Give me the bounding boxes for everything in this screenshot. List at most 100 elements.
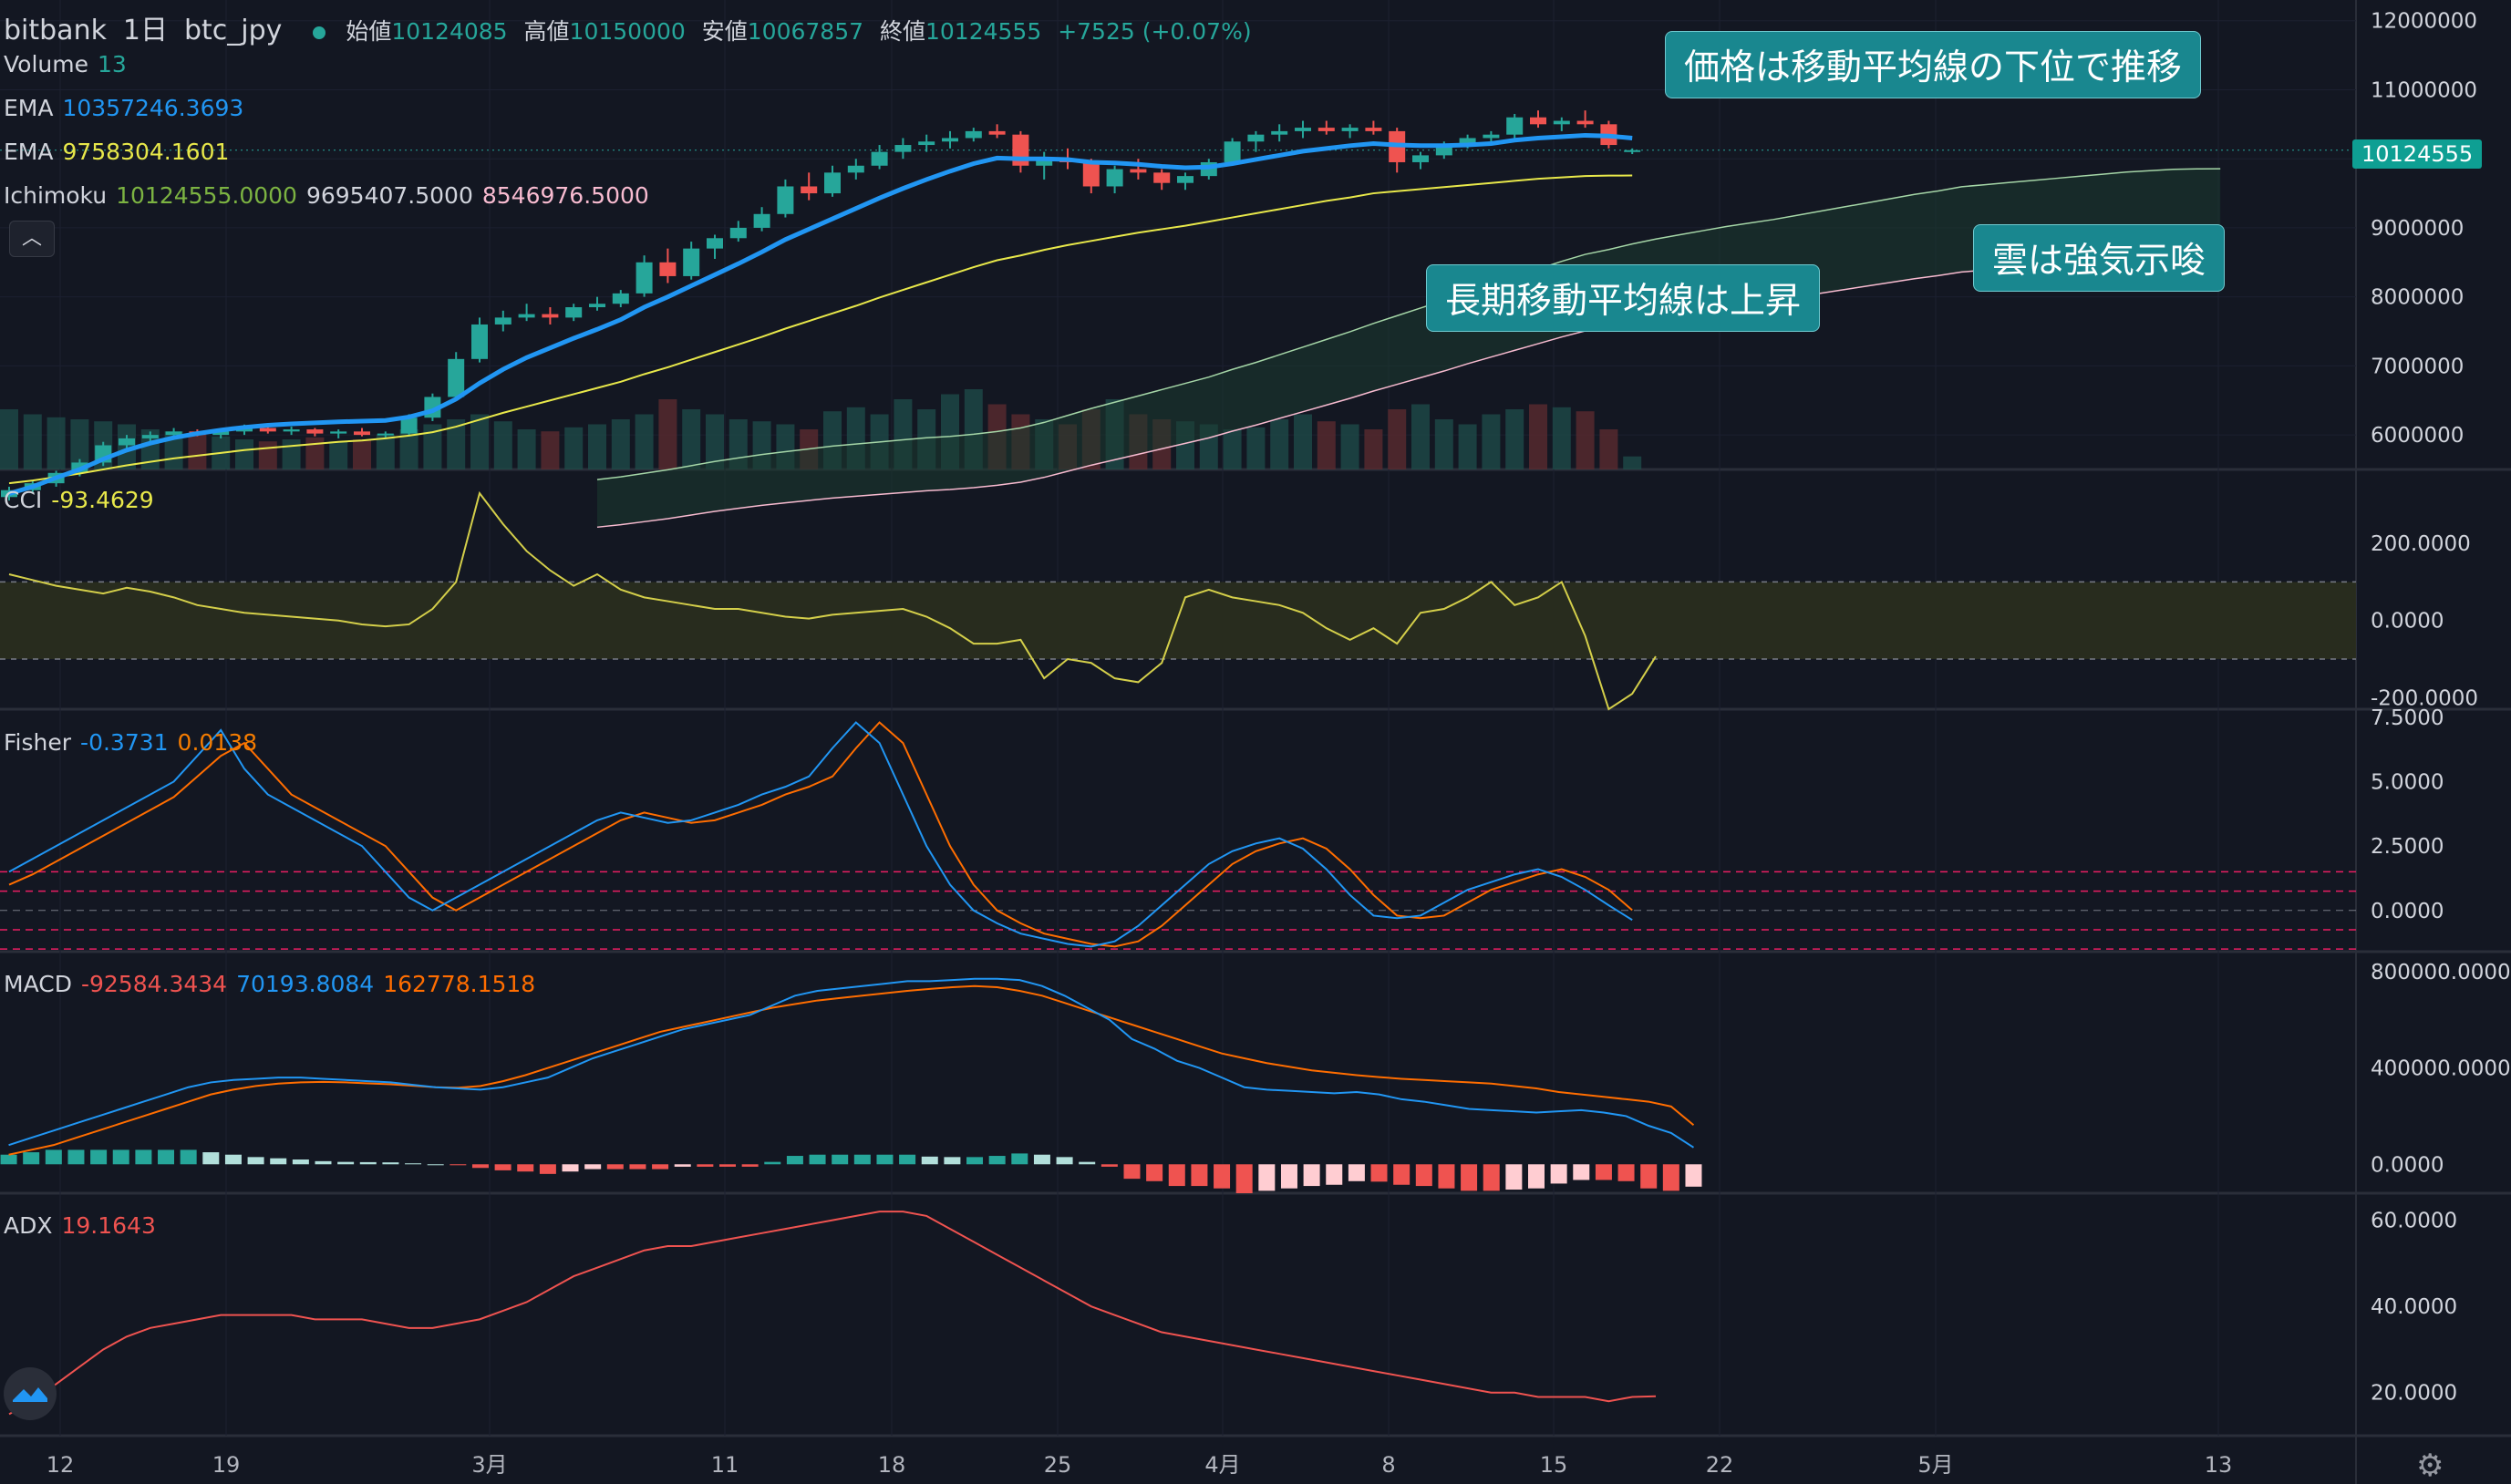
volume-bar <box>1552 407 1571 469</box>
legend-cci[interactable]: CCI -93.4629 <box>4 487 163 513</box>
callout-below-ma[interactable]: 価格は移動平均線の下位で推移 <box>1665 31 2202 98</box>
macd-histogram-bar <box>921 1156 938 1165</box>
macd-histogram-bar <box>1235 1164 1253 1193</box>
candle-body <box>1365 128 1382 131</box>
macd-histogram-bar <box>337 1161 355 1165</box>
cci-label: CCI <box>4 487 43 513</box>
callout-long-ma-rising[interactable]: 長期移動平均線は上昇 <box>1426 264 1821 332</box>
macd-histogram-bar <box>270 1158 287 1165</box>
volume-bar <box>541 431 560 469</box>
candle-body <box>542 314 559 318</box>
volume-bar <box>329 441 348 469</box>
macd-histogram-bar <box>112 1149 129 1165</box>
cci-tick-label: 200.0000 <box>2371 532 2471 556</box>
fisher-label: Fisher <box>4 729 72 756</box>
macd-histogram-bar <box>1595 1164 1612 1180</box>
volume-bar <box>140 429 160 469</box>
macd-histogram-bar <box>1370 1164 1388 1182</box>
volume-bar <box>1458 424 1477 469</box>
ichimoku-span-b <box>596 255 2221 529</box>
cci-line <box>8 490 1657 711</box>
gear-icon[interactable]: ⚙ <box>2416 1448 2444 1484</box>
x-tick-label: 15 <box>1540 1452 1568 1478</box>
interval[interactable]: 1日 <box>122 15 169 46</box>
candle-body <box>1106 169 1123 187</box>
candle-body <box>236 428 253 432</box>
volume-bar <box>682 409 701 469</box>
legend-ema-fast[interactable]: EMA 10357246.3693 <box>4 95 253 121</box>
symbol-header[interactable]: bitbank 1日 btc_jpy 始値10124085 高値10150000… <box>4 7 1261 47</box>
legend-volume[interactable]: Volume 13 <box>4 51 136 77</box>
volume-bar <box>376 434 395 469</box>
macd-histogram-bar <box>674 1164 691 1167</box>
macd-value-3: 162778.1518 <box>383 971 536 997</box>
low-value: 10067857 <box>747 18 864 45</box>
fisher-tick-label: 0.0000 <box>2371 900 2444 923</box>
macd-tick-label: 400000.0000 <box>2371 1057 2511 1081</box>
volume-bar <box>1576 411 1595 469</box>
macd-histogram-bar <box>1483 1164 1500 1191</box>
volume-bar <box>423 424 442 469</box>
volume-bar <box>447 419 466 469</box>
candle-body <box>942 138 958 142</box>
low-label: 安値 <box>701 18 748 45</box>
price-tick-label: 12000000 <box>2371 10 2477 34</box>
candle-body <box>1412 155 1429 162</box>
legend-ichimoku[interactable]: Ichimoku 10124555.0000 9695407.5000 8546976… <box>4 182 658 209</box>
macd-histogram-bar <box>494 1164 512 1170</box>
volume-bar <box>1434 419 1453 469</box>
macd-histogram-bar <box>45 1149 62 1165</box>
candle-body <box>729 227 747 239</box>
adx-tick-label: 20.0000 <box>2371 1382 2457 1406</box>
macd-histogram-bar <box>1214 1164 1231 1189</box>
macd-histogram-bar <box>1550 1164 1567 1184</box>
callout-cloud-bullish[interactable]: 雲は強気示唆 <box>1973 224 2226 292</box>
candle-body <box>1224 141 1241 162</box>
macd-histogram-bar <box>135 1149 152 1165</box>
macd-histogram-bar <box>450 1164 467 1166</box>
volume-bar <box>1246 427 1266 469</box>
market-status-dot <box>313 26 326 39</box>
candle-body <box>259 428 276 432</box>
volume-bar <box>1599 429 1618 469</box>
adx-value: 19.1643 <box>61 1212 156 1239</box>
macd-histogram-bar <box>697 1164 714 1167</box>
collapse-legend-button[interactable]: ︿ <box>9 221 55 257</box>
macd-histogram-bar <box>606 1164 624 1170</box>
macd-histogram-bar <box>1258 1164 1276 1191</box>
volume-bar <box>235 439 253 469</box>
cci-tick-label: 0.0000 <box>2371 610 2444 634</box>
ichimoku-value-2: 9695407.5000 <box>305 182 473 209</box>
legend-fisher[interactable]: Fisher -0.3731 0.0138 <box>4 729 266 756</box>
candle-body <box>1576 120 1594 125</box>
macd-histogram-bar <box>1438 1164 1455 1189</box>
tradingview-logo-icon[interactable] <box>4 1367 57 1420</box>
volume-bar <box>635 414 654 469</box>
candle-body <box>683 248 700 276</box>
legend-adx[interactable]: ADX 19.1643 <box>4 1212 165 1239</box>
macd-histogram-bar <box>1123 1164 1141 1180</box>
candle-body <box>212 431 230 436</box>
adx-tick-label: 60.0000 <box>2371 1210 2457 1233</box>
macd-histogram-bar <box>1393 1164 1410 1185</box>
candle-body <box>1483 134 1500 139</box>
ema2-label: EMA <box>4 139 54 165</box>
macd-histogram-bar <box>1640 1164 1658 1189</box>
volume-bar <box>399 429 418 469</box>
macd-histogram-bar <box>1415 1164 1432 1187</box>
volume-bar <box>353 439 371 469</box>
macd-tick-label: 0.0000 <box>2371 1153 2444 1177</box>
candle-body <box>1130 169 1147 173</box>
macd-histogram-bar <box>1056 1157 1073 1165</box>
volume-label: Volume <box>4 51 88 77</box>
macd-histogram-bar <box>202 1152 220 1165</box>
macd-histogram-bar <box>1461 1164 1478 1191</box>
legend-macd[interactable]: MACD -92584.3434 70193.8084 162778.1518 <box>4 971 544 997</box>
candle-body <box>330 431 347 434</box>
cci-band <box>0 582 2356 660</box>
macd-histogram-bar <box>718 1164 736 1167</box>
macd-histogram-bar <box>292 1159 309 1165</box>
volume-bar <box>1340 424 1359 469</box>
legend-ema-slow[interactable]: EMA 9758304.1601 <box>4 139 238 165</box>
